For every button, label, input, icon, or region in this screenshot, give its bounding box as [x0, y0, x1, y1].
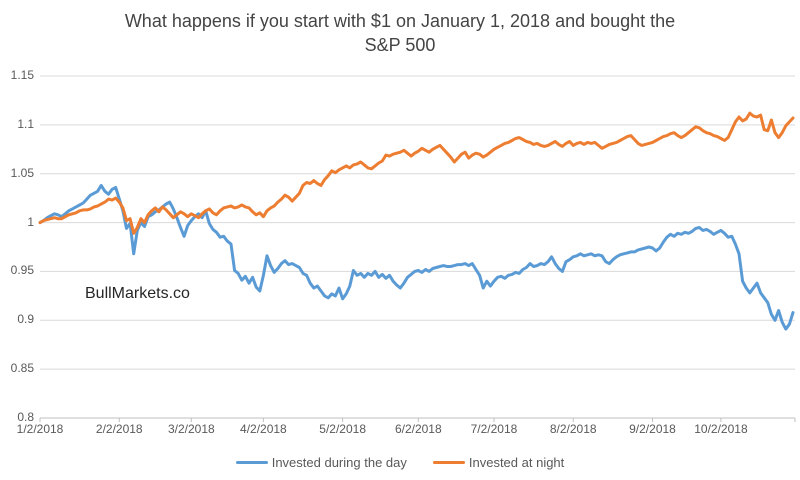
y-tick-label: 1	[27, 214, 34, 229]
y-tick-label: 0.95	[10, 263, 34, 278]
x-tick-label: 9/2/2018	[629, 422, 676, 436]
y-tick-label: 0.9	[17, 312, 34, 327]
x-tick-label: 3/2/2018	[167, 422, 215, 436]
legend-label-day: Invested during the day	[271, 454, 407, 470]
watermark: BullMarkets.co	[85, 285, 190, 302]
legend-label-night: Invested at night	[468, 454, 565, 470]
x-tick-label: 6/2/2018	[394, 422, 442, 436]
y-tick-label: 0.8	[17, 410, 34, 424]
x-tick-label: 2/2/2018	[95, 422, 143, 436]
x-tick-label: 7/2/2018	[470, 422, 518, 436]
x-tick-label: 4/2/2018	[240, 422, 287, 436]
y-tick-label: 1.1	[17, 116, 34, 131]
legend-item-day: Invested during the day	[235, 454, 407, 470]
y-tick-label: 1.05	[10, 165, 34, 180]
chart-title: What happens if you start with $1 on Jan…	[0, 9, 800, 57]
x-tick-label: 10/2/2018	[694, 422, 748, 436]
legend-swatch-day-icon	[235, 460, 268, 464]
series-line-day	[38, 183, 795, 331]
legend-swatch-night-icon	[432, 460, 465, 464]
series-line-night	[38, 111, 795, 235]
chart-title-line1: What happens if you start with $1 on Jan…	[124, 11, 676, 31]
y-tick-label: 1.15	[10, 68, 34, 82]
chart-title-line2: S&P 500	[364, 35, 436, 55]
x-tick-label: 1/2/2018	[16, 422, 64, 436]
legend: Invested during the day Invested at nigh…	[0, 451, 800, 473]
x-tick-label: 5/2/2018	[319, 422, 366, 436]
y-tick-label: 0.85	[10, 361, 34, 376]
x-tick-label: 8/2/2018	[549, 422, 597, 436]
legend-item-night: Invested at night	[432, 454, 565, 470]
